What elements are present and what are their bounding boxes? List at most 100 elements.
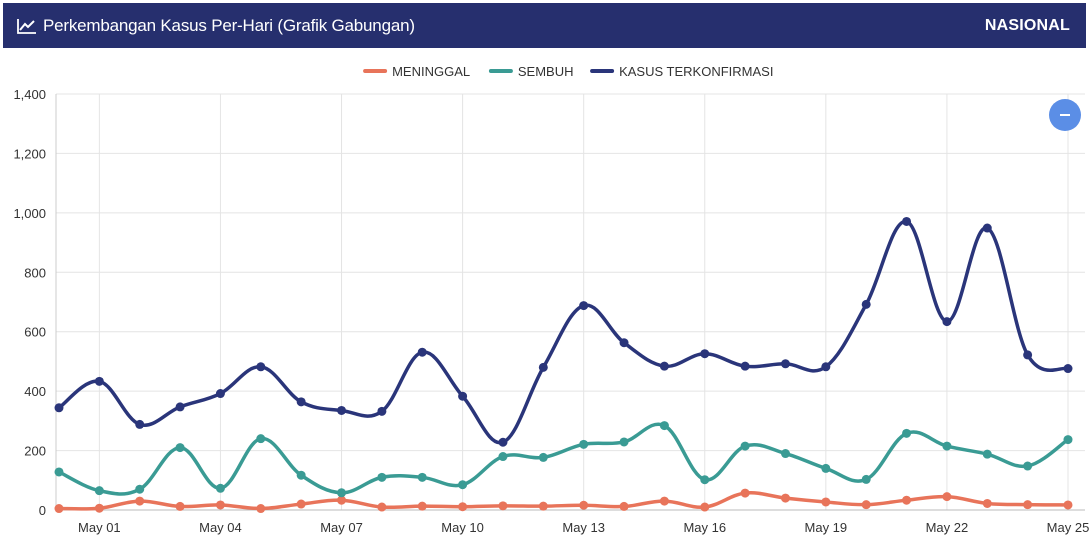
y-tick-label: 0 bbox=[39, 503, 46, 518]
data-point-sembuh bbox=[740, 441, 750, 451]
data-point-kasus-terkonfirmasi bbox=[337, 405, 347, 415]
data-point-sembuh bbox=[417, 472, 427, 482]
data-point-meninggal bbox=[780, 493, 790, 503]
data-point-sembuh bbox=[54, 467, 64, 477]
data-point-meninggal bbox=[538, 501, 548, 511]
data-point-sembuh bbox=[1063, 435, 1073, 445]
data-point-meninggal bbox=[861, 500, 871, 510]
data-point-sembuh bbox=[175, 443, 185, 453]
data-point-kasus-terkonfirmasi bbox=[700, 349, 710, 359]
series-line-meninggal bbox=[58, 491, 1069, 511]
data-point-kasus-terkonfirmasi bbox=[1023, 350, 1033, 360]
data-point-kasus-terkonfirmasi bbox=[458, 391, 468, 401]
data-point-meninggal bbox=[296, 499, 306, 509]
data-point-sembuh bbox=[821, 463, 831, 473]
data-point-meninggal bbox=[659, 496, 669, 506]
y-tick-label: 800 bbox=[24, 265, 46, 280]
data-point-meninggal bbox=[337, 495, 347, 505]
y-tick-label: 600 bbox=[24, 325, 46, 340]
x-tick-label: May 22 bbox=[926, 520, 969, 535]
data-point-sembuh bbox=[659, 421, 669, 431]
data-point-sembuh bbox=[296, 470, 306, 480]
x-tick-label: May 10 bbox=[441, 520, 484, 535]
data-point-kasus-terkonfirmasi bbox=[942, 317, 952, 327]
data-point-kasus-terkonfirmasi bbox=[861, 299, 871, 309]
data-point-kasus-terkonfirmasi bbox=[94, 376, 104, 386]
data-point-sembuh bbox=[902, 428, 912, 438]
data-point-sembuh bbox=[498, 452, 508, 462]
data-point-kasus-terkonfirmasi bbox=[498, 437, 508, 447]
data-point-kasus-terkonfirmasi bbox=[296, 397, 306, 407]
data-point-meninggal bbox=[377, 502, 387, 512]
region-label: NASIONAL bbox=[984, 16, 1070, 34]
data-point-sembuh bbox=[780, 449, 790, 459]
data-point-sembuh bbox=[135, 484, 145, 494]
data-point-sembuh bbox=[377, 472, 387, 482]
data-point-sembuh bbox=[215, 483, 225, 493]
data-point-kasus-terkonfirmasi bbox=[417, 347, 427, 357]
collapse-button[interactable] bbox=[1049, 99, 1081, 131]
data-point-meninggal bbox=[135, 496, 145, 506]
data-point-meninggal bbox=[579, 500, 589, 510]
title-wrap: Perkembangan Kasus Per-Hari (Grafik Gabu… bbox=[17, 16, 415, 36]
data-point-kasus-terkonfirmasi bbox=[982, 223, 992, 233]
data-point-kasus-terkonfirmasi bbox=[377, 406, 387, 416]
y-tick-label: 1,400 bbox=[13, 87, 46, 102]
data-point-meninggal bbox=[821, 497, 831, 507]
data-point-meninggal bbox=[458, 502, 468, 512]
data-point-meninggal bbox=[256, 504, 266, 514]
x-tick-label: May 19 bbox=[805, 520, 848, 535]
data-point-sembuh bbox=[579, 439, 589, 449]
data-point-sembuh bbox=[256, 434, 266, 444]
data-point-sembuh bbox=[700, 475, 710, 485]
data-point-meninggal bbox=[700, 502, 710, 512]
x-tick-label: May 01 bbox=[78, 520, 121, 535]
data-point-kasus-terkonfirmasi bbox=[135, 419, 145, 429]
data-point-kasus-terkonfirmasi bbox=[619, 338, 629, 348]
data-point-sembuh bbox=[982, 449, 992, 459]
data-point-kasus-terkonfirmasi bbox=[902, 216, 912, 226]
data-point-kasus-terkonfirmasi bbox=[175, 402, 185, 412]
data-point-sembuh bbox=[1023, 461, 1033, 471]
data-point-meninggal bbox=[902, 495, 912, 505]
chart-area: 0 200 400 600 800 1,000 1,200 1,400 May 01 May 04… bbox=[0, 48, 1089, 553]
chart-title: Perkembangan Kasus Per-Hari (Grafik Gabu… bbox=[43, 15, 415, 35]
legend-label: KASUS TERKONFIRMASI bbox=[619, 64, 773, 79]
data-point-kasus-terkonfirmasi bbox=[780, 359, 790, 369]
data-point-kasus-terkonfirmasi bbox=[740, 361, 750, 371]
data-point-sembuh bbox=[861, 474, 871, 484]
line-chart-icon bbox=[17, 18, 36, 34]
y-tick-label: 400 bbox=[24, 384, 46, 399]
data-point-kasus-terkonfirmasi bbox=[54, 403, 64, 413]
data-point-kasus-terkonfirmasi bbox=[1063, 364, 1073, 374]
data-point-meninggal bbox=[942, 492, 952, 502]
y-tick-label: 1,000 bbox=[13, 206, 46, 221]
x-tick-label: May 25 bbox=[1047, 520, 1089, 535]
x-tick-label: May 16 bbox=[683, 520, 726, 535]
chart-header: Perkembangan Kasus Per-Hari (Grafik Gabu… bbox=[3, 3, 1086, 48]
data-point-kasus-terkonfirmasi bbox=[215, 389, 225, 399]
combined-line-chart: 0 200 400 600 800 1,000 1,200 1,400 May 01 May 04… bbox=[13, 64, 1089, 535]
data-point-meninggal bbox=[94, 503, 104, 513]
data-point-meninggal bbox=[1023, 500, 1033, 510]
data-point-sembuh bbox=[458, 480, 468, 490]
data-point-kasus-terkonfirmasi bbox=[256, 362, 266, 372]
data-point-meninggal bbox=[1063, 500, 1073, 510]
series-line-sembuh bbox=[58, 422, 1070, 496]
data-point-kasus-terkonfirmasi bbox=[579, 301, 589, 311]
data-point-kasus-terkonfirmasi bbox=[538, 362, 548, 372]
data-point-sembuh bbox=[94, 486, 104, 496]
x-tick-label: May 13 bbox=[562, 520, 605, 535]
x-tick-label: May 04 bbox=[199, 520, 242, 535]
data-point-sembuh bbox=[538, 452, 548, 462]
data-point-meninggal bbox=[619, 501, 629, 511]
data-point-meninggal bbox=[498, 501, 508, 511]
data-point-kasus-terkonfirmasi bbox=[659, 361, 669, 371]
legend-label: MENINGGAL bbox=[392, 64, 470, 79]
data-point-sembuh bbox=[337, 488, 347, 498]
data-point-sembuh bbox=[619, 437, 629, 447]
data-point-meninggal bbox=[215, 500, 225, 510]
data-point-sembuh bbox=[942, 441, 952, 451]
legend-label: SEMBUH bbox=[518, 64, 574, 79]
x-tick-label: May 07 bbox=[320, 520, 363, 535]
